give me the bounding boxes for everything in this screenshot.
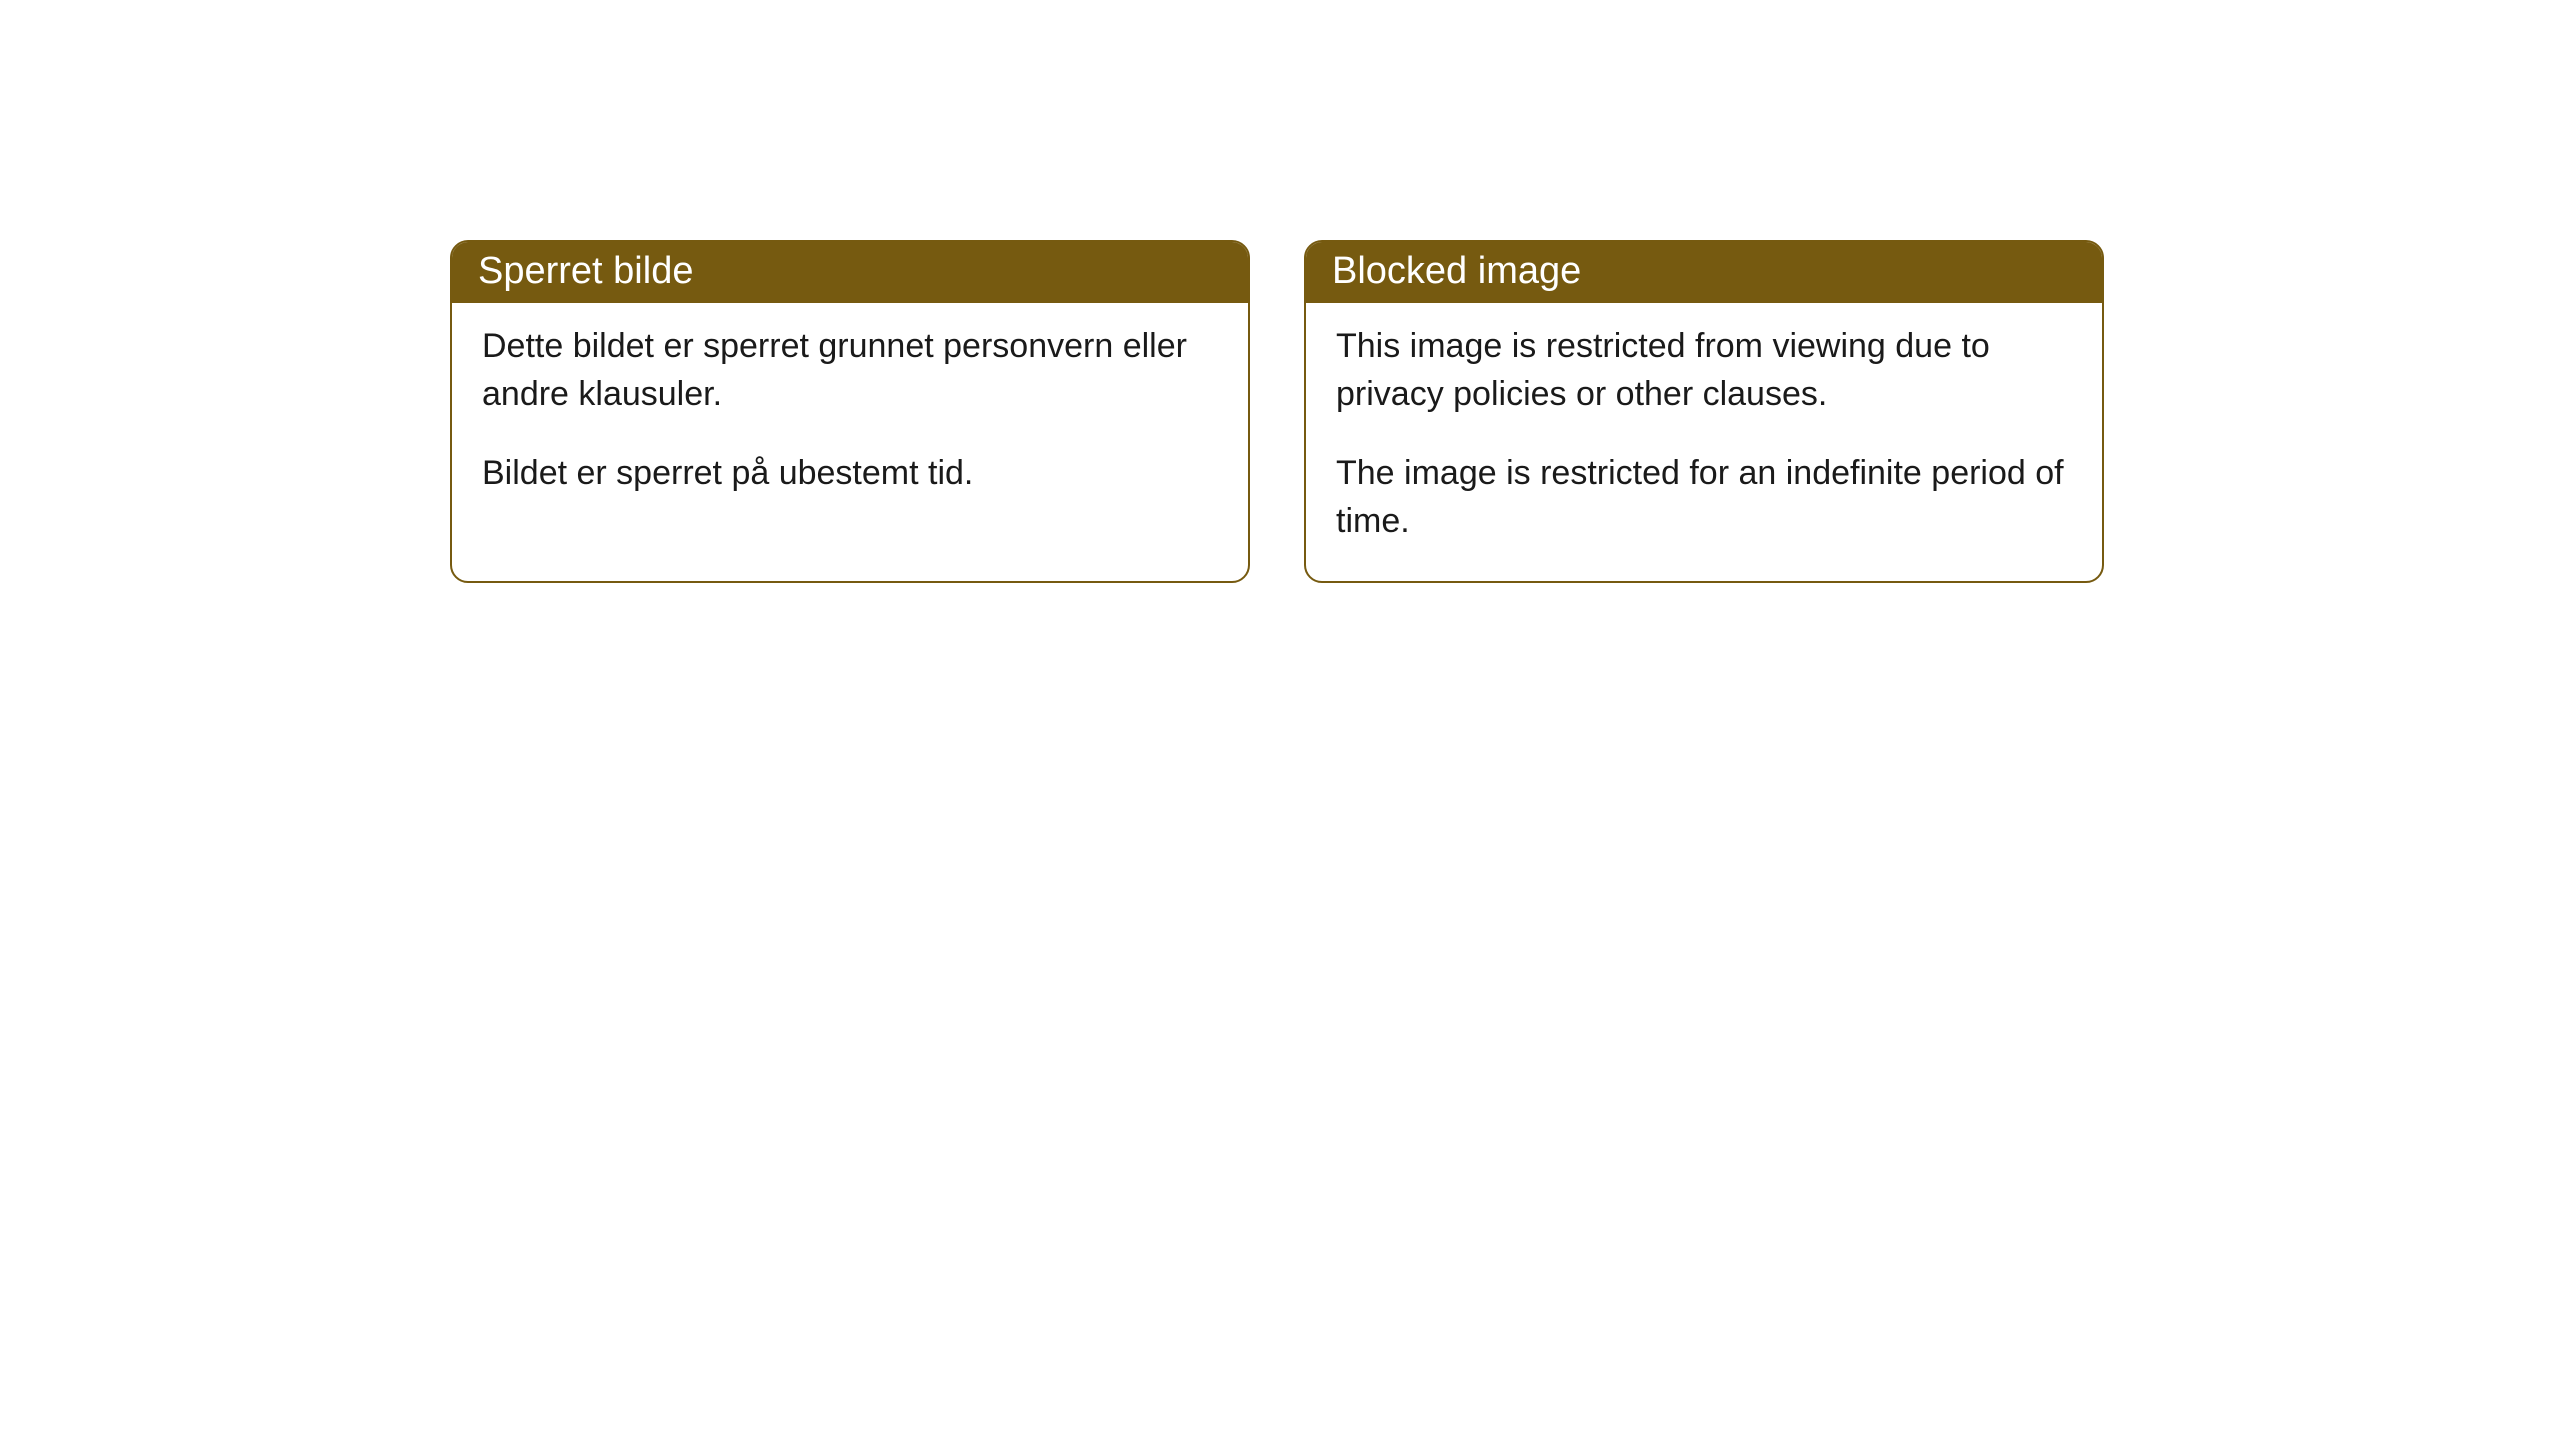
notice-header: Blocked image xyxy=(1306,242,2102,303)
notice-header: Sperret bilde xyxy=(452,242,1248,303)
notice-paragraph: This image is restricted from viewing du… xyxy=(1336,323,2072,418)
notice-container: Sperret bilde Dette bildet er sperret gr… xyxy=(0,0,2560,583)
notice-paragraph: Bildet er sperret på ubestemt tid. xyxy=(482,450,1218,498)
notice-paragraph: Dette bildet er sperret grunnet personve… xyxy=(482,323,1218,418)
notice-paragraph: The image is restricted for an indefinit… xyxy=(1336,450,2072,545)
notice-card-english: Blocked image This image is restricted f… xyxy=(1304,240,2104,583)
notice-body: Dette bildet er sperret grunnet personve… xyxy=(452,303,1248,534)
notice-body: This image is restricted from viewing du… xyxy=(1306,303,2102,581)
notice-card-norwegian: Sperret bilde Dette bildet er sperret gr… xyxy=(450,240,1250,583)
